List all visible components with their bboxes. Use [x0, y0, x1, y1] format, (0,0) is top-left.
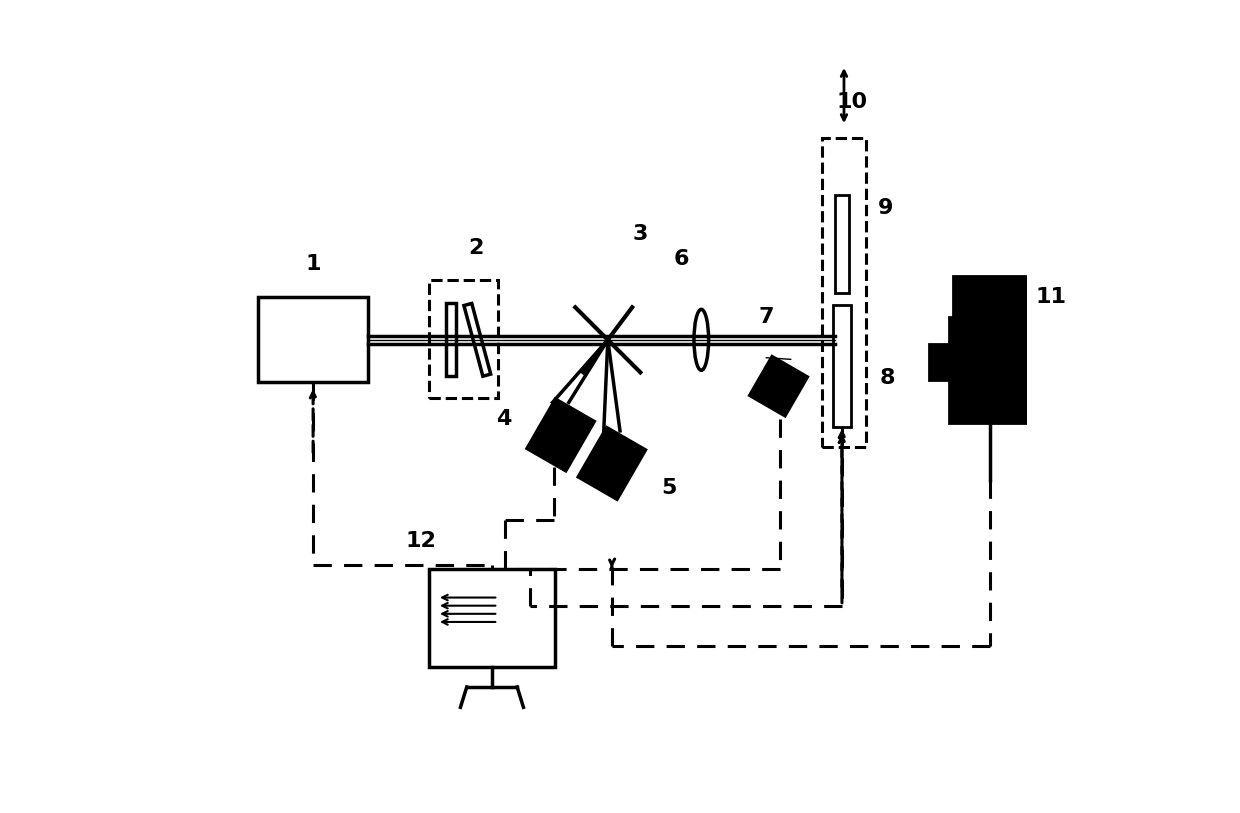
Bar — [527, 399, 594, 471]
Text: 4: 4 — [496, 409, 511, 428]
Text: 10: 10 — [837, 92, 868, 111]
Ellipse shape — [694, 310, 708, 371]
Bar — [750, 357, 807, 415]
Bar — [929, 344, 950, 380]
Bar — [954, 276, 1027, 317]
Text: 6: 6 — [673, 249, 688, 268]
Bar — [950, 317, 1030, 423]
Bar — [578, 428, 646, 499]
Text: 7: 7 — [759, 307, 774, 327]
Text: 1: 1 — [305, 254, 321, 274]
Text: 9: 9 — [878, 198, 894, 218]
Bar — [429, 280, 498, 398]
Bar — [446, 303, 456, 376]
Bar — [822, 138, 867, 447]
Bar — [258, 297, 368, 382]
Bar — [464, 303, 491, 376]
Text: 11: 11 — [1035, 287, 1066, 307]
Text: 12: 12 — [405, 531, 436, 550]
Bar — [836, 195, 849, 293]
Text: 8: 8 — [879, 368, 895, 388]
Text: 2: 2 — [467, 238, 484, 258]
Text: 5: 5 — [661, 478, 677, 498]
Bar — [833, 305, 851, 427]
Bar — [429, 569, 556, 667]
Text: 3: 3 — [632, 224, 649, 244]
